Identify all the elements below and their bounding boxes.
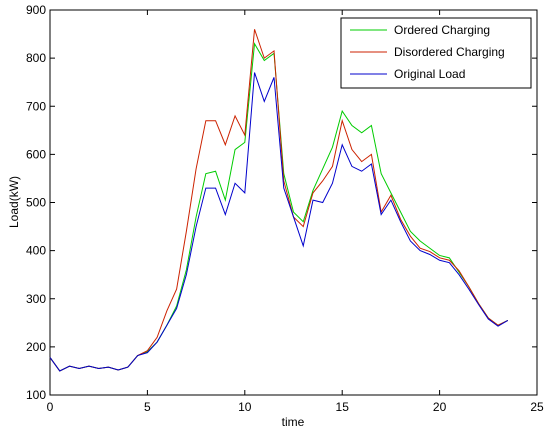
y-tick-label: 500 [26, 196, 46, 210]
legend-label: Original Load [394, 67, 465, 81]
x-tick-label: 20 [433, 400, 447, 414]
y-tick-label: 800 [26, 51, 46, 65]
y-tick-label: 400 [26, 244, 46, 258]
y-tick-label: 300 [26, 292, 46, 306]
y-tick-label: 900 [26, 3, 46, 17]
x-tick-label: 5 [144, 400, 151, 414]
y-tick-label: 100 [26, 388, 46, 402]
x-tick-label: 10 [238, 400, 252, 414]
y-tick-label: 200 [26, 340, 46, 354]
legend-label: Ordered Charging [394, 23, 490, 37]
legend-label: Disordered Charging [394, 45, 505, 59]
x-axis-label: time [282, 415, 305, 429]
x-axis: 0 5 10 15 20 25 [47, 10, 544, 414]
x-tick-label: 25 [530, 400, 544, 414]
y-axis: 100 200 300 400 500 600 700 800 900 [26, 3, 537, 402]
y-tick-label: 600 [26, 147, 46, 161]
x-tick-label: 0 [47, 400, 54, 414]
x-tick-label: 15 [336, 400, 350, 414]
y-tick-label: 700 [26, 99, 46, 113]
y-axis-label: Load(kW) [7, 176, 21, 228]
series-group [49, 29, 509, 372]
series-line-original-load [49, 72, 509, 372]
legend: Ordered Charging Disordered Charging Origi… [340, 17, 532, 89]
